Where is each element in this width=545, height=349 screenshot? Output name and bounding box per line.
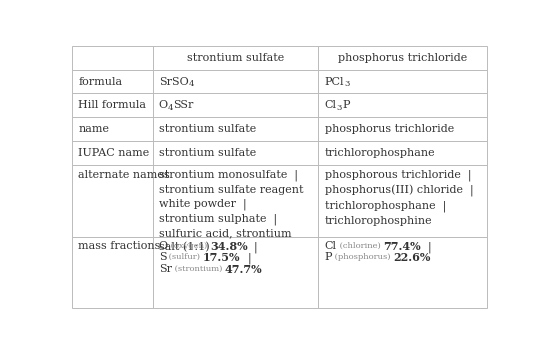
Text: phosphorous trichloride  |
phosphorus(III) chloride  |
trichlorophosphane  |
tri: phosphorous trichloride | phosphorus(III…: [325, 170, 473, 226]
Bar: [318, 141, 487, 165]
Bar: [153, 165, 318, 237]
Bar: [318, 117, 487, 141]
Text: SSr: SSr: [173, 101, 194, 110]
Text: Cl: Cl: [325, 241, 337, 251]
Text: strontium monosulfate  |
strontium sulfate reagent
white powder  |
strontium sul: strontium monosulfate | strontium sulfat…: [159, 170, 304, 253]
Bar: [153, 46, 318, 69]
Text: P: P: [325, 252, 332, 262]
Bar: [72, 117, 153, 141]
Text: O: O: [159, 241, 168, 251]
Bar: [72, 237, 153, 307]
Text: formula: formula: [78, 76, 122, 87]
Text: (strontium): (strontium): [172, 265, 225, 273]
Bar: [153, 141, 318, 165]
Text: 17.5%: 17.5%: [203, 252, 240, 263]
Text: |: |: [421, 241, 431, 253]
Bar: [318, 237, 487, 307]
Bar: [153, 117, 318, 141]
Text: O: O: [159, 101, 168, 110]
Text: 3: 3: [344, 80, 349, 88]
Text: 4: 4: [168, 104, 173, 112]
Text: name: name: [78, 124, 109, 134]
Text: 22.6%: 22.6%: [393, 252, 431, 263]
Text: 47.7%: 47.7%: [225, 263, 263, 275]
Text: 34.8%: 34.8%: [210, 241, 247, 252]
Text: (chlorine): (chlorine): [337, 242, 383, 250]
Text: S: S: [159, 252, 166, 262]
Text: strontium sulfate: strontium sulfate: [159, 124, 256, 134]
Bar: [72, 94, 153, 117]
Text: strontium sulfate: strontium sulfate: [159, 148, 256, 158]
Text: phosphorus trichloride: phosphorus trichloride: [325, 124, 454, 134]
Bar: [318, 94, 487, 117]
Bar: [318, 46, 487, 69]
Text: alternate names: alternate names: [78, 170, 170, 180]
Bar: [153, 94, 318, 117]
Text: phosphorus trichloride: phosphorus trichloride: [338, 53, 467, 63]
Text: 77.4%: 77.4%: [383, 241, 421, 252]
Text: (sulfur): (sulfur): [166, 253, 203, 261]
Text: Cl: Cl: [325, 101, 337, 110]
Text: 4: 4: [189, 80, 194, 88]
Text: IUPAC name: IUPAC name: [78, 148, 149, 158]
Bar: [318, 69, 487, 94]
Bar: [153, 237, 318, 307]
Text: PCl: PCl: [325, 76, 344, 87]
Text: SrSO: SrSO: [159, 76, 189, 87]
Bar: [72, 165, 153, 237]
Text: Sr: Sr: [159, 263, 172, 274]
Text: (oxygen): (oxygen): [168, 242, 210, 250]
Text: trichlorophosphane: trichlorophosphane: [325, 148, 435, 158]
Text: mass fractions: mass fractions: [78, 241, 161, 251]
Bar: [318, 165, 487, 237]
Bar: [72, 46, 153, 69]
Bar: [153, 69, 318, 94]
Text: |: |: [247, 241, 258, 253]
Text: Hill formula: Hill formula: [78, 101, 146, 110]
Text: (phosphorus): (phosphorus): [332, 253, 393, 261]
Text: 3: 3: [337, 104, 342, 112]
Text: P: P: [342, 101, 349, 110]
Bar: [72, 69, 153, 94]
Text: |: |: [240, 252, 251, 264]
Bar: [72, 141, 153, 165]
Text: strontium sulfate: strontium sulfate: [187, 53, 284, 63]
